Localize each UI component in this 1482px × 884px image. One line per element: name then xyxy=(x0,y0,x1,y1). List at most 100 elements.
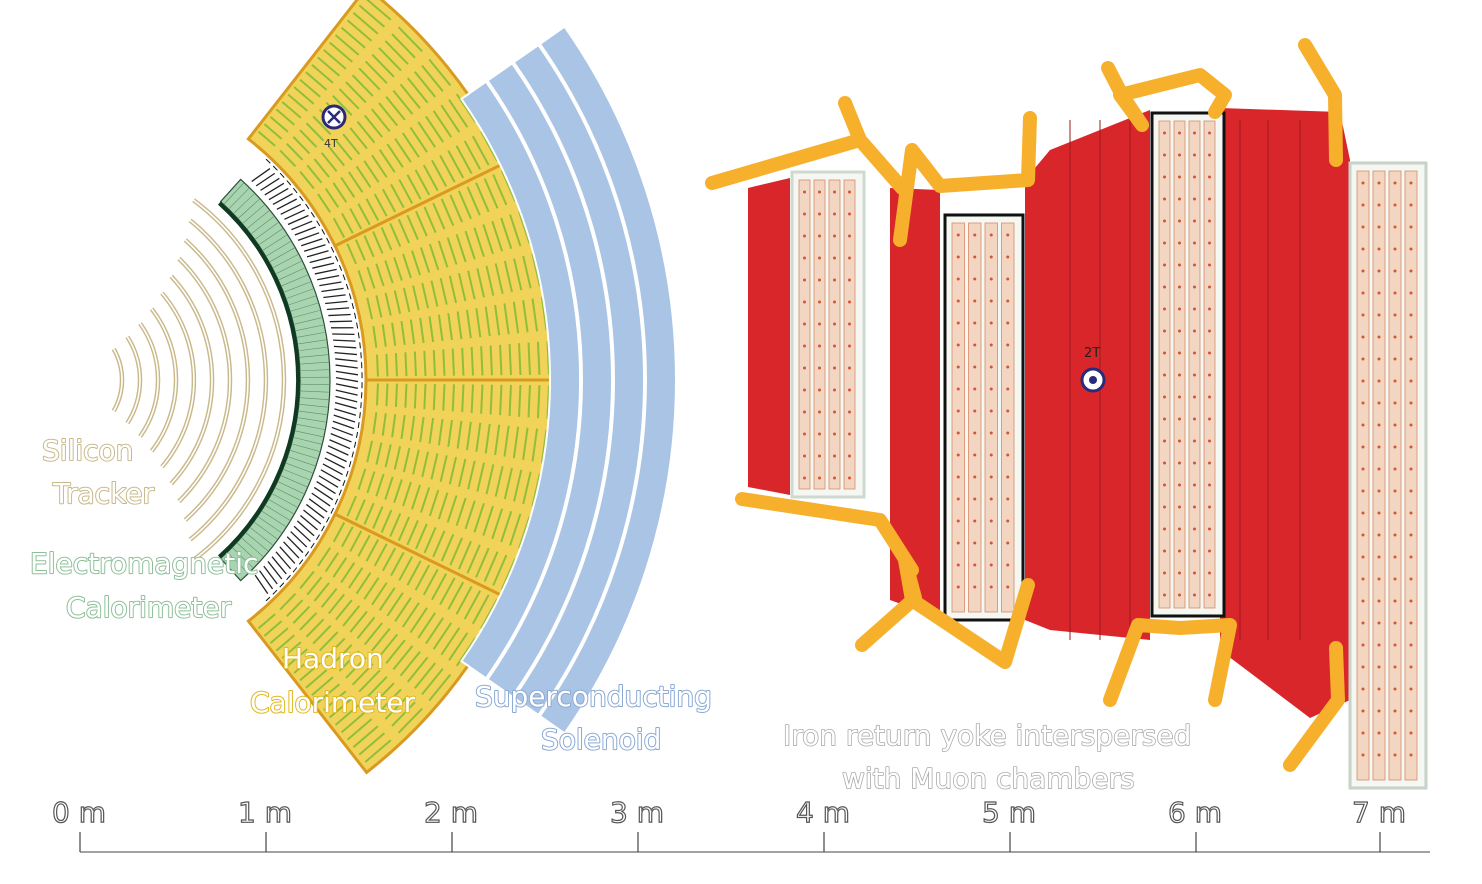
drift-tube-wire xyxy=(1178,418,1181,421)
drift-tube-wire xyxy=(1193,572,1196,575)
drift-tube-wire xyxy=(1394,380,1397,383)
drift-tube-wire xyxy=(1163,132,1166,135)
bracket-3-bottom xyxy=(1110,625,1230,700)
drift-tube-wire xyxy=(1193,198,1196,201)
drift-tube-column xyxy=(1002,223,1015,612)
ecal-readout xyxy=(298,233,319,241)
drift-tube-wire xyxy=(803,411,806,414)
drift-tube-wire xyxy=(1410,446,1413,449)
drift-tube-wire xyxy=(1178,154,1181,157)
drift-tube-wire xyxy=(848,235,851,238)
drift-tube-wire xyxy=(803,191,806,194)
hcal-scintillator xyxy=(377,355,378,377)
drift-tube-wire xyxy=(818,213,821,216)
drift-tube-wire xyxy=(1163,506,1166,509)
drift-tube-wire xyxy=(848,191,851,194)
drift-tube-wire xyxy=(848,477,851,480)
ecal-readout xyxy=(268,561,282,579)
drift-tube-wire xyxy=(1362,248,1365,251)
drift-tube-wire xyxy=(1394,358,1397,361)
drift-tube-wire xyxy=(957,300,960,303)
drift-tube-column xyxy=(985,223,998,612)
drift-tube-wire xyxy=(1193,462,1196,465)
drift-tube-wire xyxy=(1163,528,1166,531)
drift-tube-wire xyxy=(848,433,851,436)
drift-tube-wire xyxy=(1410,204,1413,207)
drift-tube-wire xyxy=(1006,586,1009,589)
drift-tube-wire xyxy=(1378,424,1381,427)
drift-tube-wire xyxy=(1378,644,1381,647)
scale-tick-label: 7 m xyxy=(1352,796,1406,829)
drift-tube-wire xyxy=(1193,286,1196,289)
drift-tube-column xyxy=(829,180,840,489)
ecal-readout xyxy=(331,434,352,442)
drift-tube-wire xyxy=(1378,468,1381,471)
scale-tick-label: 5 m xyxy=(982,796,1036,829)
drift-tube-wire xyxy=(818,477,821,480)
ecal-readout xyxy=(301,239,322,246)
drift-tube-wire xyxy=(1178,176,1181,179)
drift-tube-column xyxy=(844,180,855,489)
scale-tick-label: 1 m xyxy=(238,796,292,829)
drift-tube-wire xyxy=(973,300,976,303)
label-tracker: Silicon Tracker xyxy=(42,434,154,510)
drift-tube-wire xyxy=(1208,154,1211,157)
drift-tube-wire xyxy=(1163,462,1166,465)
drift-tube-wire xyxy=(1362,314,1365,317)
drift-tube-wire xyxy=(818,389,821,392)
drift-tube-wire xyxy=(990,344,993,347)
drift-tube-column xyxy=(969,223,982,612)
drift-tube-wire xyxy=(1362,688,1365,691)
drift-tube-wire xyxy=(1006,234,1009,237)
drift-tube-wire xyxy=(1006,300,1009,303)
drift-tube-wire xyxy=(1006,366,1009,369)
drift-tube-wire xyxy=(973,322,976,325)
hcal-scintillator xyxy=(405,384,406,408)
ecal-readout xyxy=(335,359,357,361)
drift-tube-wire xyxy=(1362,446,1365,449)
drift-tube-wire xyxy=(1394,248,1397,251)
drift-tube-wire xyxy=(1378,402,1381,405)
drift-tube-wire xyxy=(1378,688,1381,691)
drift-tube-wire xyxy=(1178,242,1181,245)
tracker-layer xyxy=(152,309,176,451)
drift-tube-wire xyxy=(833,389,836,392)
drift-tube-wire xyxy=(1362,622,1365,625)
drift-tube-wire xyxy=(957,454,960,457)
drift-tube-wire xyxy=(1410,578,1413,581)
hcal-scintillator xyxy=(462,348,463,376)
hcal-scintillator xyxy=(415,352,416,377)
ecal-readout xyxy=(304,245,325,252)
drift-tube-wire xyxy=(1163,220,1166,223)
drift-tube-wire xyxy=(1410,380,1413,383)
drift-tube-wire xyxy=(1163,572,1166,575)
drift-tube-wire xyxy=(990,388,993,391)
ecal-readout xyxy=(280,547,295,564)
drift-tube-wire xyxy=(1193,528,1196,531)
drift-tube-wire xyxy=(848,345,851,348)
drift-tube-wire xyxy=(1208,286,1211,289)
ecal-readout xyxy=(336,384,358,388)
drift-tube-wire xyxy=(1410,754,1413,757)
drift-tube-wire xyxy=(1410,534,1413,537)
drift-tube-wire xyxy=(973,454,976,457)
drift-tube-wire xyxy=(833,213,836,216)
ecal-readout xyxy=(276,552,291,569)
drift-tube-wire xyxy=(973,388,976,391)
label-hcal-line2: Calorimeter xyxy=(250,686,416,719)
drift-tube-wire xyxy=(1394,754,1397,757)
drift-tube-wire xyxy=(1362,666,1365,669)
drift-tube-wire xyxy=(1163,594,1166,597)
ecal-readout xyxy=(328,314,350,315)
drift-tube-wire xyxy=(1178,198,1181,201)
ecal-readout xyxy=(310,257,332,263)
drift-tube-wire xyxy=(957,520,960,523)
drift-tube-wire xyxy=(1193,220,1196,223)
drift-tube-wire xyxy=(957,476,960,479)
drift-tube-wire xyxy=(803,235,806,238)
drift-tube-wire xyxy=(1378,182,1381,185)
ecal-readout xyxy=(319,282,341,286)
drift-tube-wire xyxy=(1163,242,1166,245)
drift-tube-wire xyxy=(803,301,806,304)
